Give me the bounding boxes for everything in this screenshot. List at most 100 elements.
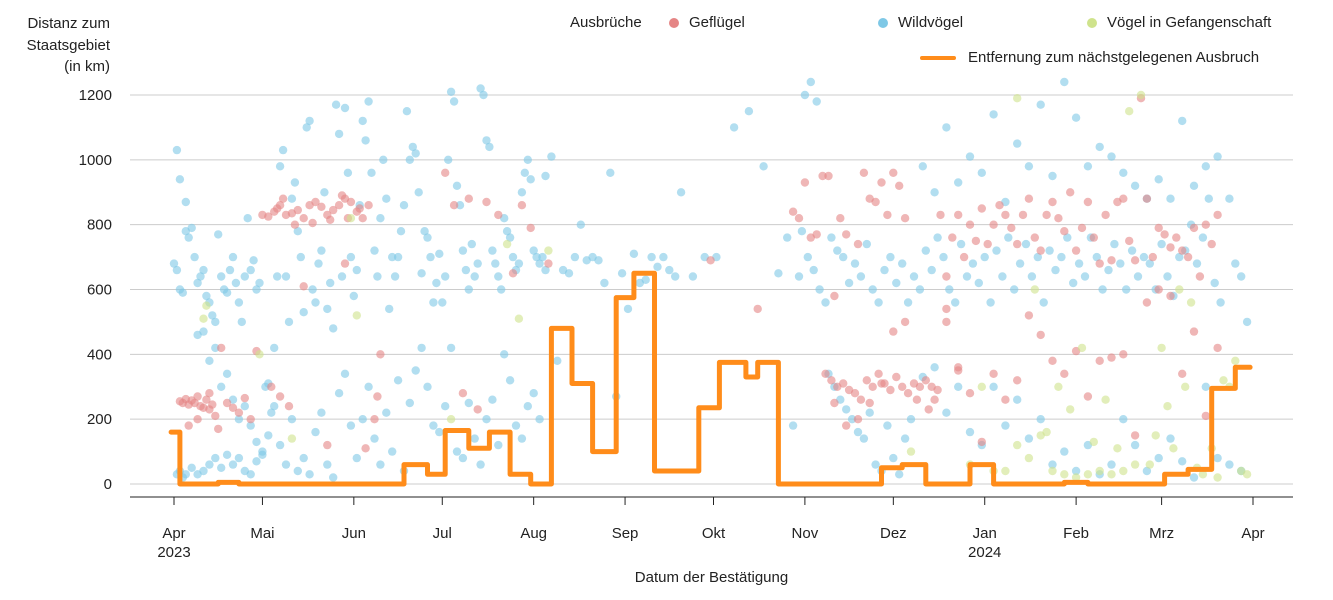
point-wildvoegel-66 bbox=[273, 272, 282, 281]
point-gefluegel-139 bbox=[1036, 246, 1045, 255]
point-wildvoegel-9 bbox=[196, 272, 205, 281]
point-gefluegel-37 bbox=[329, 205, 338, 215]
point-wildvoegel-227 bbox=[671, 272, 680, 281]
point-gefluegel-56 bbox=[299, 282, 308, 291]
point-wildvoegel-71 bbox=[287, 194, 297, 203]
point-wildvoegel-214 bbox=[594, 256, 603, 265]
point-gefluegel-15 bbox=[228, 403, 238, 412]
point-gefangenschaft-44 bbox=[1036, 431, 1045, 440]
point-wildvoegel-315 bbox=[1237, 272, 1246, 281]
point-wildvoegel-140 bbox=[491, 259, 500, 268]
point-wildvoegel-29 bbox=[255, 278, 264, 288]
legend-title: Ausbrüche bbox=[570, 14, 642, 31]
point-wildvoegel-21 bbox=[231, 278, 241, 288]
point-wildvoegel-88 bbox=[337, 272, 347, 281]
point-wildvoegel-149 bbox=[517, 188, 527, 197]
point-gefangenschaft-1 bbox=[202, 301, 211, 310]
point-wildvoegel-303 bbox=[1157, 239, 1166, 249]
point-wildvoegel-130 bbox=[461, 265, 471, 275]
point-wildvoegel-245 bbox=[815, 285, 824, 294]
point-wildvoegel-10 bbox=[199, 265, 208, 275]
point-gefluegel-20 bbox=[205, 389, 214, 398]
point-gefluegel-164 bbox=[1183, 252, 1193, 262]
point-wildvoegel-14 bbox=[211, 317, 220, 327]
point-wildvoegel-7 bbox=[190, 252, 199, 262]
point-wildvoegel-206 bbox=[547, 152, 556, 161]
point-wildvoegel-90 bbox=[343, 168, 353, 177]
point-wildvoegel-289 bbox=[1074, 259, 1084, 268]
point-wildvoegel-157 bbox=[541, 265, 550, 275]
point-wildvoegel-164 bbox=[299, 453, 308, 463]
point-wildvoegel-196 bbox=[488, 395, 497, 404]
point-gefluegel-195 bbox=[942, 304, 951, 314]
point-wildvoegel-313 bbox=[1216, 298, 1225, 307]
point-gefluegel-113 bbox=[830, 398, 839, 408]
point-wildvoegel-82 bbox=[320, 188, 329, 197]
point-gefluegel-22 bbox=[193, 415, 202, 424]
point-gefluegel-55 bbox=[284, 402, 294, 411]
point-gefluegel-180 bbox=[1060, 369, 1069, 378]
point-wildvoegel-160 bbox=[275, 440, 285, 450]
point-gefluegel-76 bbox=[800, 178, 810, 187]
point-wildvoegel-262 bbox=[915, 285, 925, 294]
point-wildvoegel-304 bbox=[1163, 272, 1172, 281]
point-gefluegel-91 bbox=[895, 181, 904, 190]
x-tick-label-7: Nov bbox=[792, 525, 819, 542]
point-wildvoegel-309 bbox=[1192, 259, 1202, 268]
point-gefluegel-69 bbox=[517, 201, 527, 210]
point-wildvoegel-116 bbox=[420, 227, 429, 236]
point-gefangenschaft-35 bbox=[1231, 356, 1240, 365]
point-gefluegel-28 bbox=[275, 201, 285, 210]
point-wildvoegel-260 bbox=[903, 298, 913, 307]
point-gefangenschaft-30 bbox=[1198, 470, 1208, 479]
point-wildvoegel-333 bbox=[930, 363, 939, 372]
point-wildvoegel-185 bbox=[423, 382, 432, 391]
point-wildvoegel-35 bbox=[205, 356, 214, 365]
point-wildvoegel-329 bbox=[895, 470, 904, 479]
point-wildvoegel-85 bbox=[329, 324, 338, 333]
point-wildvoegel-314 bbox=[1231, 259, 1240, 268]
point-wildvoegel-99 bbox=[370, 246, 379, 255]
y-tick-label-1200: 1200 bbox=[79, 87, 112, 104]
point-wildvoegel-335 bbox=[954, 382, 963, 391]
point-wildvoegel-118 bbox=[426, 252, 435, 262]
point-gefangenschaft-11 bbox=[1030, 285, 1040, 294]
x-tick-label-2: Jun bbox=[342, 525, 366, 542]
point-gefluegel-43 bbox=[290, 220, 300, 229]
point-gefluegel-194 bbox=[930, 395, 939, 404]
point-gefangenschaft-21 bbox=[1145, 460, 1155, 469]
point-wildvoegel-95 bbox=[358, 116, 367, 126]
point-gefluegel-174 bbox=[989, 369, 998, 378]
point-wildvoegel-173 bbox=[352, 453, 361, 463]
point-wildvoegel-161 bbox=[281, 460, 291, 469]
point-wildvoegel-57 bbox=[234, 453, 244, 463]
point-gefluegel-177 bbox=[1024, 311, 1034, 320]
point-wildvoegel-234 bbox=[759, 162, 768, 171]
legend-label-gefluegel: Geflügel bbox=[689, 14, 745, 31]
point-wildvoegel-144 bbox=[502, 227, 512, 236]
point-gefangenschaft-5 bbox=[352, 311, 361, 320]
point-wildvoegel-37 bbox=[217, 382, 226, 391]
legend-line-marker bbox=[920, 56, 956, 60]
point-wildvoegel-247 bbox=[827, 233, 836, 242]
point-wildvoegel-203 bbox=[529, 389, 538, 398]
point-wildvoegel-362 bbox=[942, 123, 951, 132]
point-gefluegel-172 bbox=[965, 389, 975, 398]
point-wildvoegel-24 bbox=[240, 272, 249, 281]
point-wildvoegel-64 bbox=[267, 408, 276, 417]
point-wildvoegel-60 bbox=[252, 457, 261, 466]
point-wildvoegel-187 bbox=[435, 427, 444, 437]
point-wildvoegel-139 bbox=[488, 246, 497, 255]
point-gefluegel-104 bbox=[886, 385, 895, 395]
point-wildvoegel-81 bbox=[317, 246, 326, 255]
point-wildvoegel-369 bbox=[1024, 162, 1034, 171]
point-gefluegel-125 bbox=[954, 210, 963, 220]
y-tick-label-600: 600 bbox=[87, 282, 112, 299]
point-wildvoegel-279 bbox=[1015, 259, 1025, 268]
point-wildvoegel-293 bbox=[1098, 285, 1107, 294]
point-wildvoegel-334 bbox=[942, 408, 951, 417]
point-gefluegel-110 bbox=[921, 376, 930, 385]
point-gefangenschaft-33 bbox=[1219, 376, 1228, 385]
point-wildvoegel-354 bbox=[1178, 457, 1187, 466]
point-wildvoegel-235 bbox=[774, 269, 783, 278]
